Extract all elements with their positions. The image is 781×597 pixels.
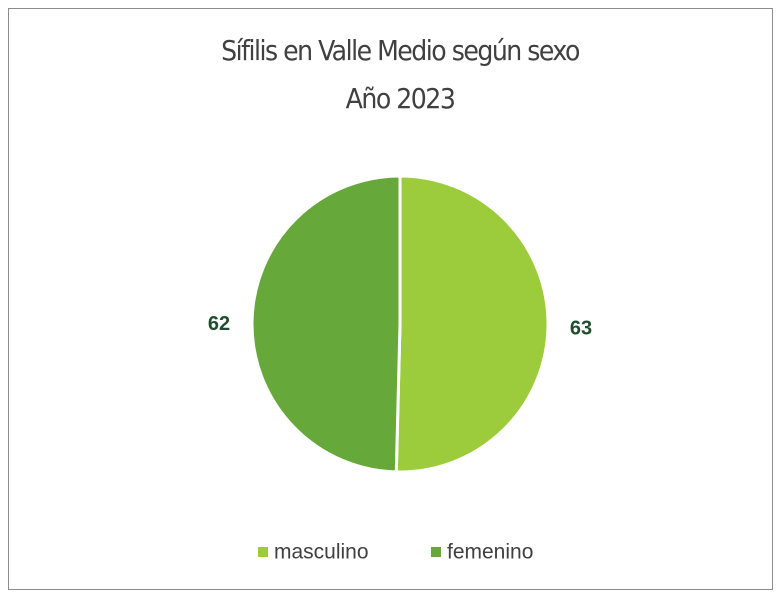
legend-label: masculino xyxy=(274,541,369,564)
data-label: 63 xyxy=(570,318,592,340)
legend-swatch xyxy=(431,547,441,557)
chart-title: Sífilis en Valle Medio según sexo xyxy=(221,34,580,67)
chart-title: Año 2023 xyxy=(346,82,455,115)
legend-label: femenino xyxy=(447,541,533,564)
pie-slice xyxy=(250,174,402,474)
pie-slice xyxy=(394,174,550,474)
data-label: 62 xyxy=(208,313,230,335)
legend-swatch xyxy=(258,547,268,557)
